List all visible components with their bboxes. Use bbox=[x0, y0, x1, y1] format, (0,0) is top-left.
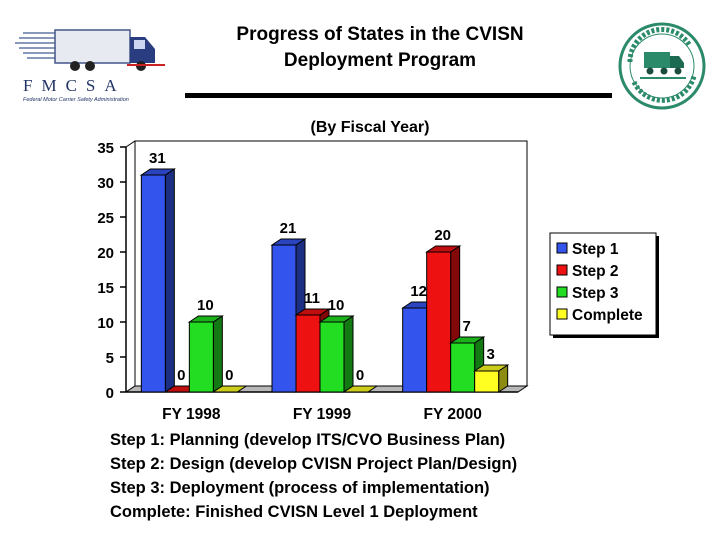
legend-swatch bbox=[556, 308, 568, 320]
bar-side bbox=[212, 315, 223, 393]
bar bbox=[402, 307, 428, 393]
note-step-3: Step 3: Deployment (process of implement… bbox=[110, 479, 490, 497]
legend-label: Step 2 bbox=[572, 263, 619, 280]
note-step-1: Step 1: Planning (develop ITS/CVO Busine… bbox=[110, 431, 506, 449]
legend-swatch bbox=[556, 264, 568, 276]
data-label: 7 bbox=[462, 318, 470, 335]
chart-subtitle: (By Fiscal Year) bbox=[310, 119, 430, 136]
legend-swatch bbox=[556, 286, 568, 298]
y-tick-label: 0 bbox=[106, 385, 114, 402]
page-title: Progress of States in the CVISN Deployme… bbox=[180, 22, 580, 74]
bar bbox=[450, 342, 476, 393]
legend-swatch bbox=[556, 242, 568, 254]
fmcsa-tagline: Federal Motor Carrier Safety Administrat… bbox=[23, 97, 129, 103]
seal-truck-icon bbox=[640, 52, 686, 79]
data-label: 0 bbox=[225, 367, 233, 384]
note-step-2: Step 2: Design (develop CVISN Project Pl… bbox=[110, 455, 518, 473]
bar bbox=[295, 314, 321, 393]
data-label: 10 bbox=[197, 297, 214, 314]
data-label: 20 bbox=[434, 227, 451, 244]
y-tick-label: 25 bbox=[97, 210, 114, 227]
legend-label: Step 3 bbox=[572, 285, 619, 302]
note-complete: Complete: Finished CVISN Level 1 Deploym… bbox=[110, 503, 478, 521]
step-notes: Step 1: Planning (develop ITS/CVO Busine… bbox=[110, 428, 517, 524]
data-label: 3 bbox=[486, 346, 494, 363]
x-tick-label: FY 1998 bbox=[162, 406, 221, 423]
bar bbox=[319, 321, 345, 393]
legend-label: Complete bbox=[572, 307, 643, 324]
bar-top bbox=[211, 385, 248, 393]
y-tick-label: 35 bbox=[97, 140, 114, 157]
y-tick-label: 30 bbox=[97, 175, 114, 192]
title-line-1: Progress of States in the CVISN bbox=[236, 24, 524, 45]
data-label: 11 bbox=[304, 290, 320, 307]
cvisn-seal-logo bbox=[618, 22, 706, 110]
y-tick-label: 15 bbox=[97, 280, 114, 297]
bar bbox=[474, 370, 500, 393]
data-label: 10 bbox=[328, 297, 345, 314]
data-label: 21 bbox=[280, 220, 297, 237]
bar-top bbox=[342, 385, 379, 393]
y-tick-label: 10 bbox=[97, 315, 114, 332]
title-line-2: Deployment Program bbox=[283, 50, 477, 71]
data-label: 31 bbox=[149, 150, 166, 167]
y-tick-label: 20 bbox=[97, 245, 114, 262]
fmcsa-lettering: FMCSA bbox=[23, 76, 126, 95]
data-label: 0 bbox=[177, 367, 185, 384]
bar bbox=[426, 251, 452, 393]
legend bbox=[549, 232, 657, 336]
title-rule bbox=[185, 93, 612, 98]
bar bbox=[271, 244, 297, 393]
data-label: 0 bbox=[356, 367, 364, 384]
data-label: 12 bbox=[410, 283, 427, 300]
legend-label: Step 1 bbox=[572, 241, 619, 258]
bar bbox=[140, 174, 166, 393]
y-tick-label: 5 bbox=[106, 350, 114, 367]
truck-icon bbox=[15, 29, 165, 71]
bar-side bbox=[343, 315, 354, 393]
x-tick-label: FY 1999 bbox=[293, 406, 352, 423]
bar bbox=[188, 321, 214, 393]
bar-side bbox=[164, 168, 175, 393]
x-tick-label: FY 2000 bbox=[424, 406, 482, 423]
fmcsa-logo: FMCSA Federal Motor Carrier Safety Admin… bbox=[15, 29, 165, 103]
